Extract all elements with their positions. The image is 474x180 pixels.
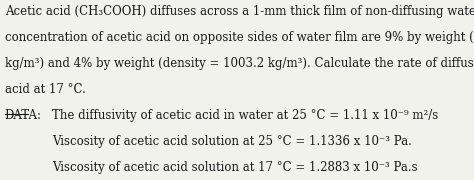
Text: Acetic acid (CH₃COOH) diffuses across a 1-mm thick film of non-diffusing water. : Acetic acid (CH₃COOH) diffuses across a … [5,5,474,18]
Text: kg/m³) and 4% by weight (density = 1003.2 kg/m³). Calculate the rate of diffusio: kg/m³) and 4% by weight (density = 1003.… [5,57,474,70]
Text: acid at 17 °C.: acid at 17 °C. [5,83,86,96]
Text: Viscosity of acetic acid solution at 17 °C = 1.2883 x 10⁻³ Pa.s: Viscosity of acetic acid solution at 17 … [52,161,418,174]
Text: Viscosity of acetic acid solution at 25 °C = 1.1336 x 10⁻³ Pa.: Viscosity of acetic acid solution at 25 … [52,135,412,148]
Text: concentration of acetic acid on opposite sides of water film are 9% by weight (d: concentration of acetic acid on opposite… [5,31,474,44]
Text: The diffusivity of acetic acid in water at 25 °C = 1.11 x 10⁻⁹ m²/s: The diffusivity of acetic acid in water … [52,109,438,122]
Text: DATA:: DATA: [5,109,42,122]
